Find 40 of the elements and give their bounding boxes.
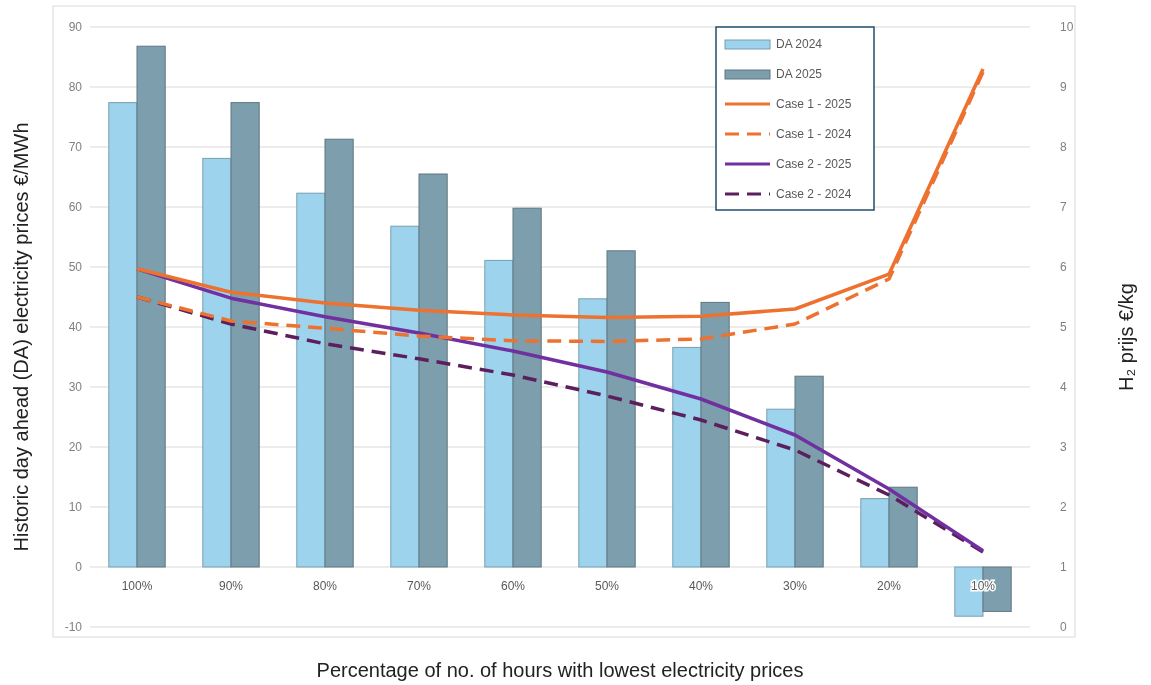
x-tick-label: 20%: [876, 579, 902, 593]
x-tick-label: 50%: [594, 579, 620, 593]
y-tick-label: 50: [68, 260, 83, 275]
y2-tick-label: 8: [1060, 140, 1067, 155]
legend-label: Case 2 - 2024: [776, 187, 852, 201]
y2-tick-label: 6: [1060, 260, 1067, 275]
x-tick-label: 100%: [121, 579, 153, 593]
y-tick-label: 10: [68, 500, 83, 515]
y-tick-label: 40: [68, 320, 83, 335]
x-tick-label: 40%: [688, 579, 714, 593]
x-tick-label: 30%: [782, 579, 808, 593]
y2-tick-label: 7: [1060, 200, 1067, 215]
y2-tick-label: 10: [1060, 20, 1074, 35]
x-tick-label: 80%: [312, 579, 338, 593]
x-tick-label: 70%: [406, 579, 432, 593]
y-tick-label: -10: [64, 620, 83, 635]
y-axis-title: Historic day ahead (DA) electricity prices €/MWh: [10, 122, 32, 552]
y2-tick-label: 9: [1060, 80, 1067, 95]
legend-label: Case 1 - 2025: [776, 97, 852, 111]
y-tick-label: 90: [68, 20, 83, 35]
y-tick-label: 30: [68, 380, 83, 395]
x-axis-title: Percentage of no. of hours with lowest electricity prices: [316, 659, 804, 681]
y2-tick-label: 3: [1060, 440, 1067, 455]
y2-tick-label: 5: [1060, 320, 1067, 335]
y-tick-label: 70: [68, 140, 83, 155]
x-tick-label: 60%: [500, 579, 526, 593]
legend-label: Case 2 - 2025: [776, 157, 852, 171]
y2-tick-label: 2: [1060, 500, 1067, 515]
legend-label: DA 2024: [776, 37, 823, 51]
x-tick-label: 90%: [218, 579, 244, 593]
y-tick-label: 20: [68, 440, 83, 455]
y-tick-label: 0: [75, 560, 83, 575]
y2-tick-label: 4: [1060, 380, 1067, 395]
y-tick-label: 60: [68, 200, 83, 215]
y2-tick-label: 1: [1060, 560, 1067, 575]
legend-label: Case 1 - 2024: [776, 127, 852, 141]
legend-label: DA 2025: [776, 67, 823, 81]
y-tick-label: 80: [68, 80, 83, 95]
y2-tick-label: 0: [1060, 620, 1067, 635]
y2-axis-title: H₂ prijs €/kg: [1115, 283, 1137, 391]
